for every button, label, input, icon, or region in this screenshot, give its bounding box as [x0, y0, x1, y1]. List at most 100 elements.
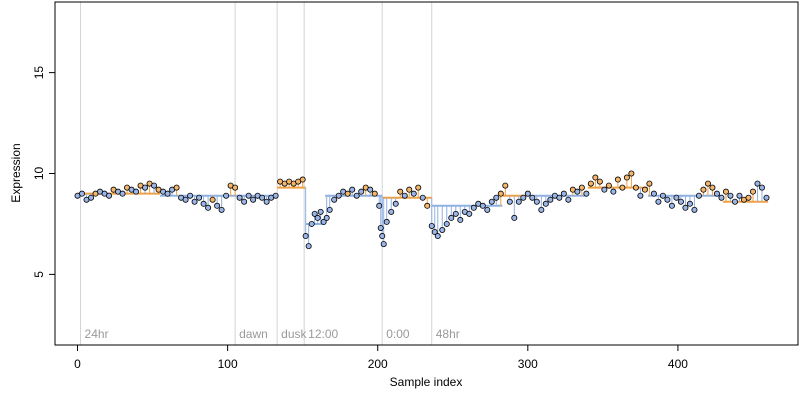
data-point: [314, 214, 321, 221]
data-point: [241, 198, 248, 205]
data-point: [106, 192, 113, 199]
data-point: [758, 184, 765, 191]
x-tick-label: 100: [218, 357, 238, 371]
y-tick-label: 10: [32, 167, 46, 181]
data-point: [200, 200, 207, 207]
data-point: [443, 220, 450, 227]
data-point: [302, 233, 309, 240]
data-point: [187, 192, 194, 199]
data-point: [538, 206, 545, 213]
data-point: [583, 190, 590, 197]
data-point: [529, 194, 536, 201]
data-point: [344, 190, 351, 197]
data-point: [484, 206, 491, 213]
data-point: [650, 190, 657, 197]
data-point: [596, 178, 603, 185]
data-point: [259, 194, 266, 201]
data-point: [524, 190, 531, 197]
data-point: [736, 192, 743, 199]
data-point: [511, 214, 518, 221]
vertical-line-label: 24hr: [85, 327, 109, 341]
data-point: [682, 204, 689, 211]
data-point: [578, 184, 585, 191]
data-point: [308, 220, 315, 227]
data-point: [479, 202, 486, 209]
data-point: [565, 196, 572, 203]
data-point: [383, 218, 390, 225]
data-point: [182, 196, 189, 203]
vertical-line-label: dawn: [239, 327, 268, 341]
data-point: [623, 174, 630, 181]
data-point: [377, 224, 384, 231]
x-axis: 0 100 200 300 400: [74, 344, 688, 371]
data-point: [560, 190, 567, 197]
vertical-line-label: 0:00: [386, 327, 410, 341]
data-point: [353, 192, 360, 199]
data-point: [668, 202, 675, 209]
data-point: [223, 192, 230, 199]
data-point: [488, 198, 495, 205]
data-point: [331, 196, 338, 203]
data-point: [326, 206, 333, 213]
data-point: [424, 202, 431, 209]
y-tick-label: 15: [32, 66, 46, 80]
data-point: [88, 194, 95, 201]
data-point: [695, 192, 702, 199]
data-point: [452, 210, 459, 217]
data-point: [367, 186, 374, 193]
data-point: [502, 182, 509, 189]
vertical-line-label: 12:00: [308, 327, 338, 341]
data-point: [119, 190, 126, 197]
data-point: [236, 194, 243, 201]
data-point: [245, 192, 252, 199]
data-point: [376, 202, 383, 209]
data-point: [379, 233, 386, 240]
data-point: [218, 206, 225, 213]
data-point: [214, 202, 221, 209]
vertical-line-label: dusk: [281, 327, 307, 341]
x-tick-label: 300: [518, 357, 538, 371]
data-point: [704, 180, 711, 187]
data-point: [380, 241, 387, 248]
data-point: [686, 200, 693, 207]
data-point: [335, 192, 342, 199]
data-point: [731, 198, 738, 205]
data-point: [574, 188, 581, 195]
data-point: [232, 184, 239, 191]
data-point: [358, 188, 365, 195]
data-point: [506, 198, 513, 205]
data-point: [677, 198, 684, 205]
data-point: [605, 182, 612, 189]
data-point: [754, 180, 761, 187]
data-point: [547, 196, 554, 203]
data-point: [497, 190, 504, 197]
data-point: [191, 198, 198, 205]
data-point: [637, 192, 644, 199]
data-point: [323, 214, 330, 221]
data-point: [392, 200, 399, 207]
data-point: [397, 188, 404, 195]
data-point: [619, 184, 626, 191]
y-axis: 5 10 15: [32, 66, 56, 278]
data-point: [311, 210, 318, 217]
data-point: [205, 204, 212, 211]
data-point: [419, 194, 426, 201]
data-point: [388, 208, 395, 215]
data-point: [434, 233, 441, 240]
data-point: [133, 188, 140, 195]
data-point: [749, 188, 756, 195]
data-point: [493, 194, 500, 201]
data-point: [470, 204, 477, 211]
data-point: [713, 190, 720, 197]
data-point: [632, 184, 639, 191]
data-point: [428, 222, 435, 229]
data-point: [142, 184, 149, 191]
vertical-line-label: 48hr: [436, 327, 460, 341]
vertical-marker-lines: [80, 2, 433, 345]
data-point: [466, 210, 473, 217]
data-point: [628, 170, 635, 177]
data-point: [722, 188, 729, 195]
data-point: [700, 186, 707, 193]
data-point: [299, 176, 306, 183]
